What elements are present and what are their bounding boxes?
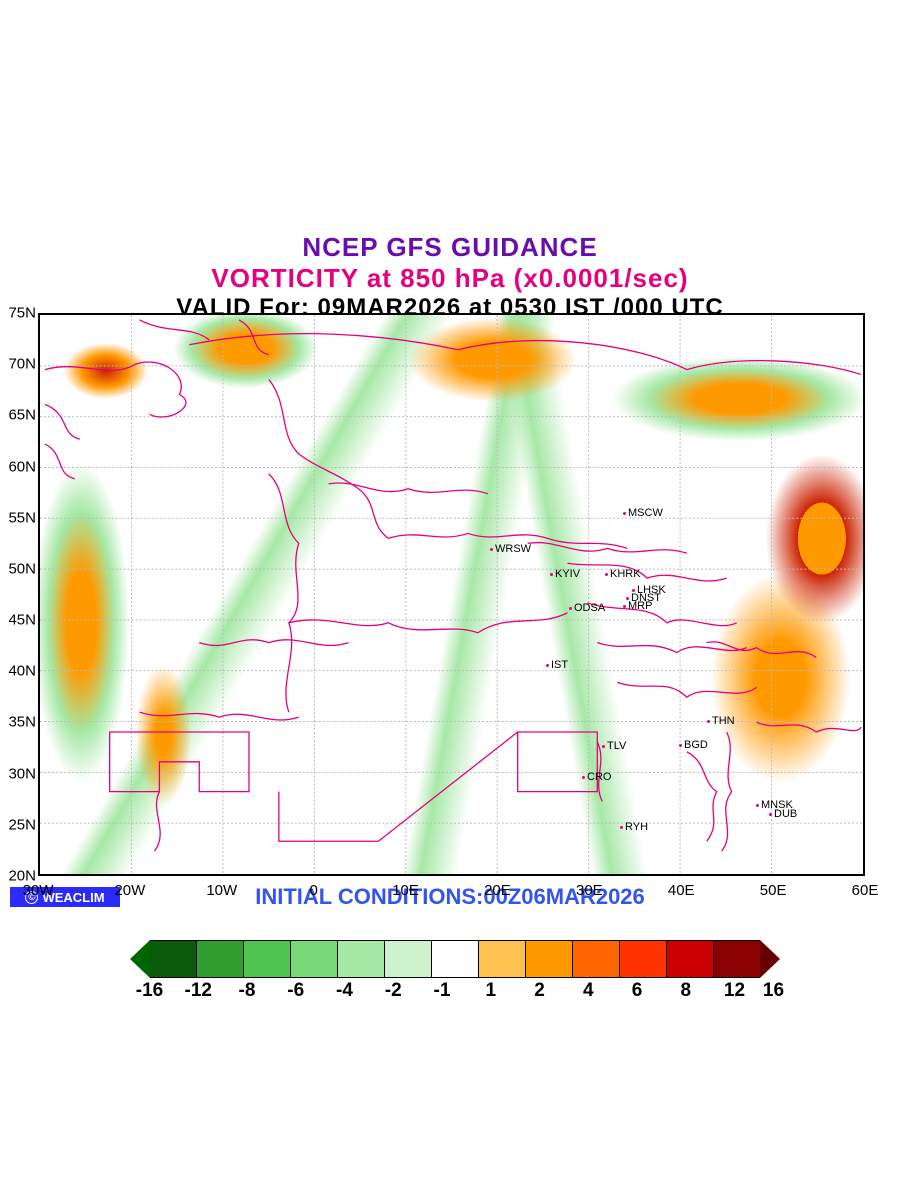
colorbar-seg-0	[150, 940, 197, 978]
x-axis-tick-4: 10E	[392, 882, 419, 899]
city-marker-wrsw	[490, 548, 493, 551]
chart-header: NCEP GFS GUIDANCE VORTICITY at 850 hPa (…	[0, 232, 900, 322]
colorbar-seg-8	[526, 940, 573, 978]
colorbar-row	[130, 940, 780, 978]
city-marker-cro	[582, 776, 585, 779]
x-axis-tick-6: 30E	[576, 882, 603, 899]
city-marker-kyiv	[550, 573, 553, 576]
city-label-khrk: KHRK	[610, 568, 641, 580]
header-line1: NCEP GFS GUIDANCE	[0, 232, 900, 263]
city-marker-odsa	[569, 607, 572, 610]
colorbar-seg-6	[432, 940, 479, 978]
map-overlay-svg	[40, 315, 863, 874]
colorbar[interactable]: -16 -12 -8 -6 -4 -2 -1 1 2 4 6 8 12 16	[130, 940, 780, 1006]
y-axis-tick-10: 25N	[0, 816, 36, 833]
y-axis-tick-7: 40N	[0, 663, 36, 680]
colorbar-seg-10	[620, 940, 667, 978]
x-axis-tick-3: 0	[309, 882, 317, 899]
city-marker-thn	[707, 720, 710, 723]
country-borders	[45, 320, 861, 851]
x-axis-tick-8: 50E	[760, 882, 787, 899]
colorbar-seg-9	[573, 940, 620, 978]
city-marker-ist	[546, 664, 549, 667]
city-label-tlv: TLV	[607, 740, 626, 752]
city-marker-bgd	[679, 744, 682, 747]
city-label-thn: THN	[712, 715, 735, 727]
city-marker-mnsk	[756, 804, 759, 807]
y-axis-tick-6: 45N	[0, 612, 36, 629]
y-axis-tick-9: 30N	[0, 765, 36, 782]
x-axis-tick-9: 60E	[852, 882, 879, 899]
y-axis-tick-5: 50N	[0, 560, 36, 577]
colorbar-seg-5	[385, 940, 432, 978]
city-marker-ryh	[620, 826, 623, 829]
city-label-odsa: ODSA	[574, 602, 605, 614]
x-axis-tick-0: 30W	[23, 882, 54, 899]
y-axis-tick-4: 55N	[0, 509, 36, 526]
city-marker-khrk	[605, 573, 608, 576]
colorbar-seg-12	[714, 940, 760, 978]
city-marker-dub	[769, 813, 772, 816]
y-axis-tick-2: 65N	[0, 407, 36, 424]
city-label-ist: IST	[551, 659, 568, 671]
x-axis-tick-5: 20E	[484, 882, 511, 899]
city-label-mrp: MRP	[628, 600, 652, 612]
header-line2: VORTICITY at 850 hPa (x0.0001/sec)	[0, 263, 900, 294]
colorbar-labels: -16 -12 -8 -6 -4 -2 -1 1 2 4 6 8 12 16	[130, 980, 780, 1006]
colorbar-seg-1	[197, 940, 244, 978]
colorbar-arrow-high	[760, 940, 780, 978]
city-label-mscw: MSCW	[628, 507, 663, 519]
colorbar-arrow-low	[130, 940, 150, 978]
x-axis-tick-7: 40E	[668, 882, 695, 899]
city-marker-tlv	[602, 745, 605, 748]
city-label-ryh: RYH	[625, 821, 648, 833]
y-axis-tick-0: 75N	[0, 305, 36, 322]
x-axis-tick-1: 20W	[114, 882, 145, 899]
colorbar-seg-11	[667, 940, 714, 978]
colorbar-seg-7	[479, 940, 526, 978]
x-axis-tick-2: 10W	[206, 882, 237, 899]
y-axis-tick-3: 60N	[0, 458, 36, 475]
gridlines	[40, 315, 863, 874]
city-label-cro: CRO	[587, 771, 611, 783]
city-marker-mrp	[623, 605, 626, 608]
colorbar-seg-4	[338, 940, 385, 978]
y-axis-tick-1: 70N	[0, 356, 36, 373]
colorbar-seg-2	[244, 940, 291, 978]
city-marker-mscw	[623, 512, 626, 515]
city-label-kyiv: KYIV	[555, 568, 580, 580]
colorbar-seg-3	[291, 940, 338, 978]
y-axis-tick-8: 35N	[0, 714, 36, 731]
map-plot-area[interactable]: MSCW WRSW KYIV KHRK LHSK DNST MRP ODSA IST THN BGD…	[38, 313, 865, 876]
city-label-bgd: BGD	[684, 739, 708, 751]
city-label-dub: DUB	[774, 808, 797, 820]
city-label-wrsw: WRSW	[495, 543, 531, 555]
y-axis-tick-11: 20N	[0, 868, 36, 885]
